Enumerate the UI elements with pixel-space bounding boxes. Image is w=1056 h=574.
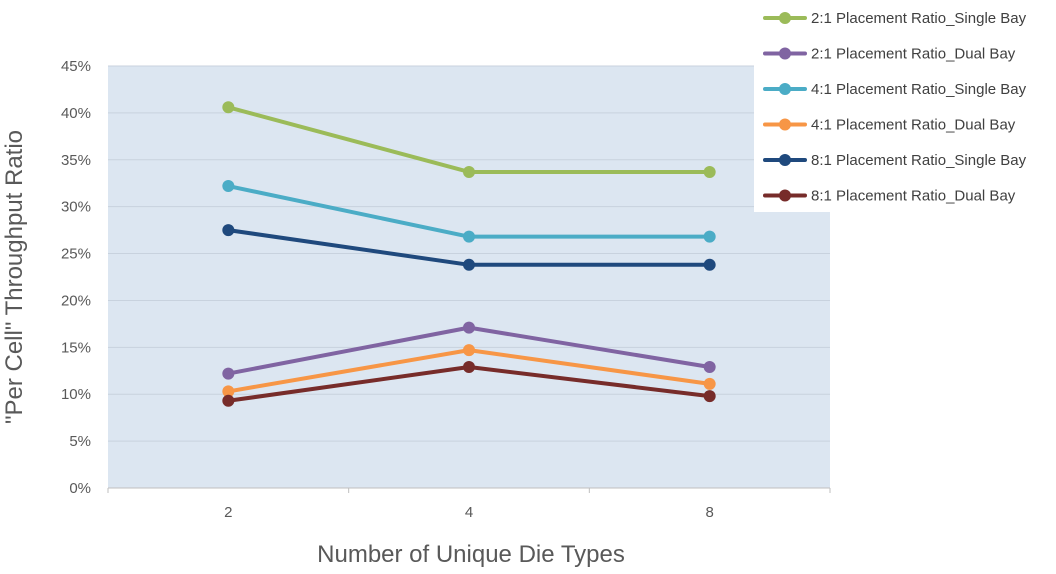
x-tick-labels: 2 4 8 [224, 504, 714, 521]
y-tick-label: 15% [61, 339, 91, 356]
series [222, 101, 716, 178]
data-point [222, 394, 235, 407]
data-point [703, 361, 716, 374]
data-point [222, 101, 235, 114]
series [222, 361, 716, 407]
y-tick-labels: 0% 5% 10% 15% 20% 25% 30% 35% 40% 45% [61, 58, 91, 497]
data-point [222, 385, 235, 398]
legend-label: 4:1 Placement Ratio_Single Bay [811, 81, 1027, 98]
legend-item: 4:1 Placement Ratio_Dual Bay [763, 117, 1016, 134]
legend-label: 8:1 Placement Ratio_Dual Bay [811, 188, 1016, 205]
legend-item: 2:1 Placement Ratio_Dual Bay [763, 46, 1016, 63]
y-tick-label: 5% [69, 433, 91, 450]
data-point [222, 367, 235, 380]
legend-swatch-marker [779, 118, 791, 131]
legend-item: 2:1 Placement Ratio_Single Bay [763, 10, 1027, 27]
data-point [703, 165, 716, 178]
legend-background [754, 0, 1056, 212]
y-tick-label: 40% [61, 105, 91, 122]
x-tick-label: 8 [705, 504, 713, 521]
series-lines [222, 101, 716, 407]
data-point [463, 165, 475, 178]
legend-label: 2:1 Placement Ratio_Dual Bay [811, 46, 1016, 63]
legend-swatch-marker [779, 154, 791, 166]
legend: 2:1 Placement Ratio_Single Bay 2:1 Placem… [754, 0, 1056, 212]
data-point [463, 258, 475, 271]
data-point [222, 180, 235, 193]
data-point [463, 321, 475, 334]
y-tick-label: 35% [61, 152, 91, 169]
legend-swatch-marker [779, 189, 791, 202]
legend-label: 2:1 Placement Ratio_Single Bay [811, 10, 1027, 27]
series [222, 321, 716, 380]
y-tick-label: 0% [69, 480, 91, 497]
data-point [703, 230, 716, 243]
y-tick-label: 20% [61, 292, 91, 309]
y-tick-label: 45% [61, 58, 91, 75]
series [222, 224, 716, 271]
data-point [463, 344, 475, 357]
legend-label: 8:1 Placement Ratio_Single Bay [811, 152, 1027, 169]
legend-item: 8:1 Placement Ratio_Single Bay [763, 152, 1027, 169]
data-point [463, 361, 475, 374]
data-point [463, 230, 475, 243]
legend-item: 4:1 Placement Ratio_Single Bay [763, 81, 1027, 98]
x-axis-title: Number of Unique Die Types [317, 541, 625, 568]
series [222, 344, 716, 398]
y-axis-title: "Per Cell" Throughput Ratio [1, 130, 28, 424]
data-point [703, 377, 716, 390]
plot-area [108, 66, 830, 488]
x-tick-label: 4 [465, 504, 473, 521]
y-tick-label: 30% [61, 199, 91, 216]
data-point [703, 258, 716, 271]
data-point [703, 390, 716, 403]
y-tick-label: 25% [61, 246, 91, 263]
data-point [222, 224, 235, 237]
y-tick-label: 10% [61, 386, 91, 403]
axes [107, 487, 831, 493]
legend-swatch-marker [779, 12, 791, 24]
series [222, 180, 716, 243]
legend-swatch-marker [779, 83, 791, 95]
legend-label: 4:1 Placement Ratio_Dual Bay [811, 117, 1016, 134]
legend-swatch-marker [779, 47, 791, 60]
x-tick-label: 2 [224, 504, 232, 521]
legend-item: 8:1 Placement Ratio_Dual Bay [763, 188, 1016, 205]
